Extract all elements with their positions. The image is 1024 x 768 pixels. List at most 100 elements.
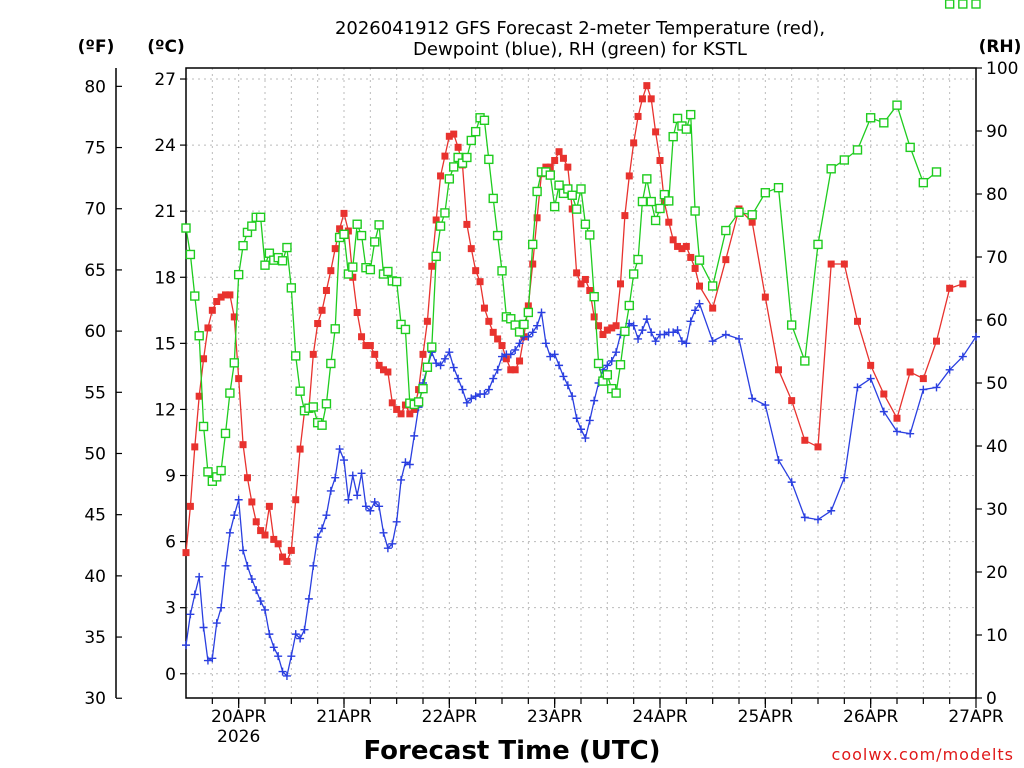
data-point: [195, 572, 204, 581]
data-point: [463, 220, 471, 228]
data-point: [233, 269, 244, 280]
data-point: [485, 317, 493, 325]
data-point: [497, 266, 507, 276]
data-point: [554, 180, 564, 190]
data-point: [489, 374, 498, 383]
data-point: [239, 546, 248, 555]
data-point: [489, 328, 497, 336]
celsius-tick-label: 18: [154, 268, 176, 288]
data-point: [484, 154, 494, 165]
data-point: [498, 352, 506, 361]
data-point: [946, 284, 954, 292]
data-point: [932, 383, 941, 392]
data-point: [195, 392, 203, 400]
data-point: [577, 280, 585, 288]
data-point: [620, 326, 630, 337]
data-point: [581, 434, 590, 443]
data-point: [638, 326, 647, 335]
data-point: [633, 254, 643, 265]
data-point: [282, 671, 291, 680]
data-point: [559, 154, 567, 162]
data-point: [853, 383, 862, 392]
data-point: [366, 342, 374, 350]
x-tick-label: 20APR: [211, 707, 267, 727]
data-point: [383, 544, 392, 553]
data-point: [471, 392, 480, 401]
data-point: [735, 334, 743, 343]
data-point: [958, 352, 967, 361]
fahrenheit-unit-label: (ºF): [78, 37, 115, 57]
data-point: [933, 337, 940, 345]
data-point: [551, 157, 559, 165]
data-point: [528, 328, 537, 337]
data-point: [441, 152, 449, 160]
data-point: [444, 174, 455, 184]
data-point: [529, 260, 537, 268]
data-point: [331, 245, 339, 253]
data-point: [229, 358, 239, 368]
data-point: [840, 260, 848, 268]
data-point: [682, 242, 690, 250]
celsius-tick-label: 15: [154, 334, 176, 354]
data-point: [603, 326, 611, 334]
data-point: [516, 357, 524, 365]
data-point: [696, 282, 703, 290]
fahrenheit-tick-label: 40: [84, 567, 106, 587]
data-point: [519, 319, 529, 330]
data-point: [694, 255, 705, 265]
x-tick-label: 26APR: [843, 707, 899, 727]
data-point: [879, 407, 888, 416]
data-point: [524, 332, 533, 341]
data-point: [748, 218, 756, 226]
data-point: [506, 350, 515, 359]
data-point: [559, 372, 568, 381]
data-point: [454, 143, 462, 151]
data-point: [629, 321, 638, 330]
data-point: [944, 0, 955, 9]
data-point: [677, 337, 686, 346]
data-point: [413, 397, 424, 407]
data-point: [410, 431, 419, 440]
data-point: [248, 498, 256, 506]
data-point: [222, 291, 229, 299]
data-point: [200, 355, 208, 363]
data-point: [379, 528, 388, 537]
data-point: [673, 326, 682, 335]
data-point: [458, 385, 467, 394]
data-point: [690, 206, 700, 216]
data-point: [326, 358, 336, 369]
data-point: [286, 283, 297, 293]
data-point: [549, 201, 560, 212]
data-point: [585, 416, 594, 425]
data-point: [919, 375, 927, 383]
data-point: [691, 306, 700, 315]
data-point: [182, 549, 190, 557]
data-point: [199, 623, 208, 632]
data-point: [564, 163, 572, 171]
data-point: [419, 350, 427, 358]
data-point: [800, 356, 810, 366]
data-point: [391, 276, 402, 287]
data-point: [295, 386, 305, 396]
data-point: [428, 262, 436, 270]
data-point: [181, 223, 191, 233]
fahrenheit-tick-label: 80: [84, 77, 106, 97]
x-tick-label: 22APR: [422, 707, 478, 727]
data-point: [352, 219, 362, 229]
data-point: [906, 368, 914, 376]
data-point: [437, 172, 445, 180]
data-point: [462, 398, 471, 407]
data-point: [687, 253, 695, 261]
data-point: [353, 309, 361, 317]
data-point: [191, 443, 199, 451]
data-point: [669, 328, 678, 337]
data-point: [852, 145, 863, 155]
data-point: [353, 491, 362, 500]
data-point: [555, 361, 564, 370]
data-point: [546, 163, 554, 171]
data-point: [397, 410, 405, 418]
data-point: [545, 170, 555, 180]
data-point: [190, 590, 199, 599]
x-tick-label: 25APR: [738, 707, 794, 727]
data-point: [775, 366, 782, 374]
